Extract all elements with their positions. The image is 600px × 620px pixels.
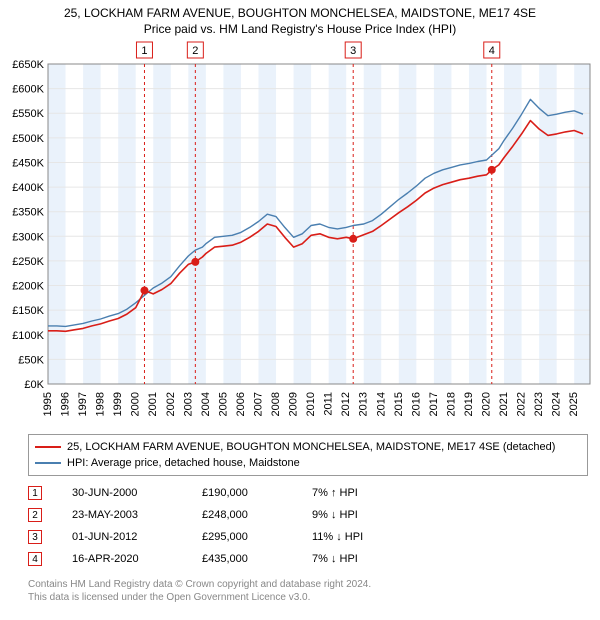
- svg-text:£300K: £300K: [12, 231, 44, 243]
- line-chart: £0K £50K £100K £150K £200K £250K £300K £350K £40…: [0, 38, 600, 428]
- svg-text:£100K: £100K: [12, 330, 44, 342]
- transaction-diff: 11% ↓ HPI: [312, 531, 432, 543]
- svg-text:2017: 2017: [428, 392, 440, 416]
- footer-attribution: Contains HM Land Registry data © Crown c…: [28, 578, 588, 604]
- svg-text:2001: 2001: [147, 392, 159, 416]
- svg-text:1: 1: [141, 45, 147, 57]
- svg-text:£650K: £650K: [12, 59, 44, 71]
- svg-text:£550K: £550K: [12, 108, 44, 120]
- transaction-price: £190,000: [202, 487, 312, 499]
- svg-text:2025: 2025: [568, 392, 580, 416]
- transaction-price: £435,000: [202, 553, 312, 565]
- svg-text:1999: 1999: [112, 392, 124, 416]
- svg-text:£150K: £150K: [12, 305, 44, 317]
- transaction-price: £295,000: [202, 531, 312, 543]
- svg-text:£400K: £400K: [12, 182, 44, 194]
- legend-label: HPI: Average price, detached house, Maid…: [67, 457, 300, 469]
- legend-swatch: [35, 462, 61, 464]
- svg-text:2003: 2003: [182, 392, 194, 416]
- svg-text:£450K: £450K: [12, 157, 44, 169]
- transaction-row: 4 16-APR-2020£435,0007% ↓ HPI: [28, 548, 588, 570]
- chart-area: £0K £50K £100K £150K £200K £250K £300K £350K £40…: [0, 38, 600, 428]
- svg-text:2: 2: [192, 45, 198, 57]
- title-address: 25, LOCKHAM FARM AVENUE, BOUGHTON MONCHE…: [8, 6, 592, 20]
- transaction-price: £248,000: [202, 509, 312, 521]
- title-subtitle: Price paid vs. HM Land Registry's House …: [8, 22, 592, 36]
- svg-text:2022: 2022: [516, 392, 528, 416]
- legend-label: 25, LOCKHAM FARM AVENUE, BOUGHTON MONCHE…: [67, 441, 555, 453]
- svg-text:2009: 2009: [288, 392, 300, 416]
- svg-text:2020: 2020: [481, 392, 493, 416]
- transaction-diff: 7% ↓ HPI: [312, 553, 432, 565]
- transaction-date: 23-MAY-2003: [72, 509, 202, 521]
- transaction-date: 01-JUN-2012: [72, 531, 202, 543]
- transaction-date: 16-APR-2020: [72, 553, 202, 565]
- svg-text:2010: 2010: [305, 392, 317, 416]
- svg-text:2007: 2007: [252, 392, 264, 416]
- transaction-marker: 2: [28, 508, 42, 522]
- svg-text:2002: 2002: [165, 392, 177, 416]
- svg-text:1996: 1996: [60, 392, 72, 416]
- svg-text:1998: 1998: [95, 392, 107, 416]
- svg-text:2004: 2004: [200, 392, 212, 416]
- svg-text:2013: 2013: [358, 392, 370, 416]
- transaction-marker: 1: [28, 486, 42, 500]
- transaction-date: 30-JUN-2000: [72, 487, 202, 499]
- svg-text:2006: 2006: [235, 392, 247, 416]
- transaction-row: 3 01-JUN-2012£295,00011% ↓ HPI: [28, 526, 588, 548]
- svg-text:2015: 2015: [393, 392, 405, 416]
- legend-item-hpi: HPI: Average price, detached house, Maid…: [35, 455, 581, 471]
- svg-text:£50K: £50K: [18, 354, 44, 366]
- svg-text:2016: 2016: [410, 392, 422, 416]
- svg-text:1995: 1995: [42, 392, 54, 416]
- transaction-diff: 7% ↑ HPI: [312, 487, 432, 499]
- svg-text:2012: 2012: [340, 392, 352, 416]
- svg-text:2018: 2018: [445, 392, 457, 416]
- svg-text:1997: 1997: [77, 392, 89, 416]
- svg-text:2024: 2024: [551, 392, 563, 416]
- chart-container: 25, LOCKHAM FARM AVENUE, BOUGHTON MONCHE…: [0, 0, 600, 604]
- legend-item-price-paid: 25, LOCKHAM FARM AVENUE, BOUGHTON MONCHE…: [35, 439, 581, 455]
- svg-text:£600K: £600K: [12, 84, 44, 96]
- svg-text:2008: 2008: [270, 392, 282, 416]
- title-block: 25, LOCKHAM FARM AVENUE, BOUGHTON MONCHE…: [0, 0, 600, 38]
- legend-swatch: [35, 446, 61, 448]
- svg-text:2005: 2005: [217, 392, 229, 416]
- svg-text:2011: 2011: [323, 392, 335, 416]
- transaction-diff: 9% ↓ HPI: [312, 509, 432, 521]
- footer-line: Contains HM Land Registry data © Crown c…: [28, 578, 588, 591]
- svg-text:£0K: £0K: [24, 379, 44, 391]
- footer-line: This data is licensed under the Open Gov…: [28, 591, 588, 604]
- transaction-marker: 4: [28, 552, 42, 566]
- svg-text:2023: 2023: [533, 392, 545, 416]
- legend: 25, LOCKHAM FARM AVENUE, BOUGHTON MONCHE…: [28, 434, 588, 476]
- svg-text:3: 3: [350, 45, 356, 57]
- svg-text:2019: 2019: [463, 392, 475, 416]
- svg-text:£350K: £350K: [12, 207, 44, 219]
- svg-text:£250K: £250K: [12, 256, 44, 268]
- transaction-row: 1 30-JUN-2000£190,0007% ↑ HPI: [28, 482, 588, 504]
- svg-text:4: 4: [489, 45, 495, 57]
- transaction-row: 2 23-MAY-2003£248,0009% ↓ HPI: [28, 504, 588, 526]
- transaction-marker: 3: [28, 530, 42, 544]
- svg-text:2021: 2021: [498, 392, 510, 416]
- svg-text:£200K: £200K: [12, 281, 44, 293]
- svg-text:£500K: £500K: [12, 133, 44, 145]
- svg-text:2000: 2000: [130, 392, 142, 416]
- transactions-table: 1 30-JUN-2000£190,0007% ↑ HPI 2 23-MAY-2003…: [28, 482, 588, 570]
- svg-text:2014: 2014: [375, 392, 387, 416]
